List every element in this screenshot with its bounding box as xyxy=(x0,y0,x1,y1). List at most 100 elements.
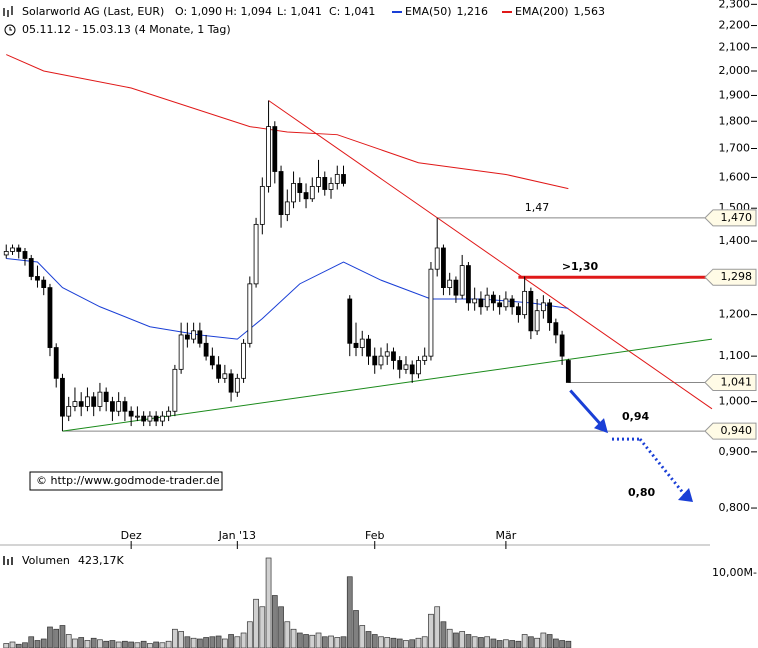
candle-body xyxy=(172,368,178,412)
candle-body xyxy=(259,186,265,225)
volume-bar xyxy=(521,634,528,648)
volume-bar xyxy=(478,637,484,648)
candle-body xyxy=(297,183,303,193)
volume-bar xyxy=(359,625,366,648)
candle-body xyxy=(522,290,528,316)
candle-body xyxy=(116,401,122,412)
volume-icon xyxy=(3,556,13,565)
candle-body xyxy=(178,334,184,370)
y-tick-label: 1,800 xyxy=(719,114,751,127)
candle-body xyxy=(60,377,65,417)
y-tick-label: 0,800 xyxy=(719,501,751,514)
target-label: 0,80 xyxy=(628,486,655,499)
candle-body xyxy=(78,401,84,407)
volume-bar xyxy=(253,598,259,648)
candle-body xyxy=(434,247,440,270)
volume-bar xyxy=(315,632,322,648)
clock-hands xyxy=(9,27,12,31)
candle-body xyxy=(184,334,190,340)
level-axis-label: 1,041 xyxy=(721,375,753,388)
y-tick-label: 2,200 xyxy=(719,19,751,32)
volume-bar xyxy=(159,642,166,648)
volume-bar xyxy=(534,637,540,648)
volume-bar xyxy=(365,631,372,648)
volume-bar xyxy=(246,621,253,648)
level-axis-label: 0,940 xyxy=(721,424,753,437)
volume-bar xyxy=(528,636,534,648)
candle-body xyxy=(22,251,28,259)
volume-bar xyxy=(221,638,228,648)
volume-bar xyxy=(59,625,66,648)
candle-body xyxy=(253,223,259,285)
candle-body xyxy=(359,338,365,348)
candle-body xyxy=(291,183,296,203)
y-tick-label: 2,300 xyxy=(719,0,751,10)
candle-body xyxy=(422,355,428,361)
volume-bar xyxy=(165,640,172,648)
volume-bar xyxy=(197,638,203,648)
candle-body xyxy=(303,192,309,200)
volume-bar xyxy=(484,636,491,648)
target-label: 0,94 xyxy=(622,410,649,423)
candle-body xyxy=(284,201,290,216)
target-arrow xyxy=(569,389,606,430)
y-tick-label: 2,100 xyxy=(719,41,751,54)
y-tick-label: 1,200 xyxy=(719,308,751,321)
volume-bar xyxy=(215,635,222,648)
target-dotted xyxy=(638,438,686,495)
candle-body xyxy=(491,294,496,304)
y-tick-label: 1,600 xyxy=(719,170,751,183)
volume-bar xyxy=(428,613,434,648)
volume-bar xyxy=(40,638,47,648)
candle-body xyxy=(103,391,109,403)
header-icon xyxy=(3,6,13,17)
x-tick-label: Feb xyxy=(365,529,384,542)
volume-bar xyxy=(271,595,278,648)
volume-bar xyxy=(340,636,347,648)
volume-bar xyxy=(190,637,197,648)
volume-bar xyxy=(559,640,565,648)
ohlc-low: L: 1,041 xyxy=(277,5,322,18)
volume-bar xyxy=(147,643,153,648)
y-tick-label: 1,000 xyxy=(719,395,751,408)
volume-bar xyxy=(390,637,397,648)
volume-title: Volumen xyxy=(22,554,70,567)
candle-body xyxy=(466,265,471,304)
candle-body xyxy=(159,415,165,422)
candle-body xyxy=(459,265,465,296)
candle-body xyxy=(3,251,9,256)
volume-bar xyxy=(278,606,284,648)
ema-line xyxy=(6,257,569,340)
candle-body xyxy=(241,342,246,379)
candle-body xyxy=(484,294,490,308)
target-arrowhead xyxy=(594,418,608,434)
volume-bar xyxy=(109,640,116,648)
candle-body xyxy=(234,377,240,393)
volume-bar xyxy=(65,634,72,648)
candle-body xyxy=(553,322,559,336)
candle-body xyxy=(278,171,284,216)
candle-body xyxy=(228,373,234,393)
candle-body xyxy=(391,351,396,361)
candle-body xyxy=(534,310,540,332)
ema-line xyxy=(6,54,569,190)
y-tick-label: 1,900 xyxy=(719,88,751,101)
level-label: 1,47 xyxy=(525,201,550,214)
volume-bar xyxy=(128,641,135,648)
candle-body xyxy=(110,401,115,412)
volume-bar xyxy=(28,636,35,648)
candle-body xyxy=(247,283,253,344)
candle-body xyxy=(147,415,153,422)
candle-body xyxy=(509,298,515,308)
y-tick-label: 1,100 xyxy=(719,349,751,362)
volume-bar xyxy=(446,628,453,648)
candle-body xyxy=(497,302,503,308)
candle-body xyxy=(472,298,478,304)
volume-bar xyxy=(178,631,184,648)
volume-bar xyxy=(459,631,466,648)
candle-body xyxy=(72,401,78,407)
candle-body xyxy=(153,415,159,422)
volume-bar xyxy=(259,606,266,648)
volume-bar xyxy=(371,634,378,648)
